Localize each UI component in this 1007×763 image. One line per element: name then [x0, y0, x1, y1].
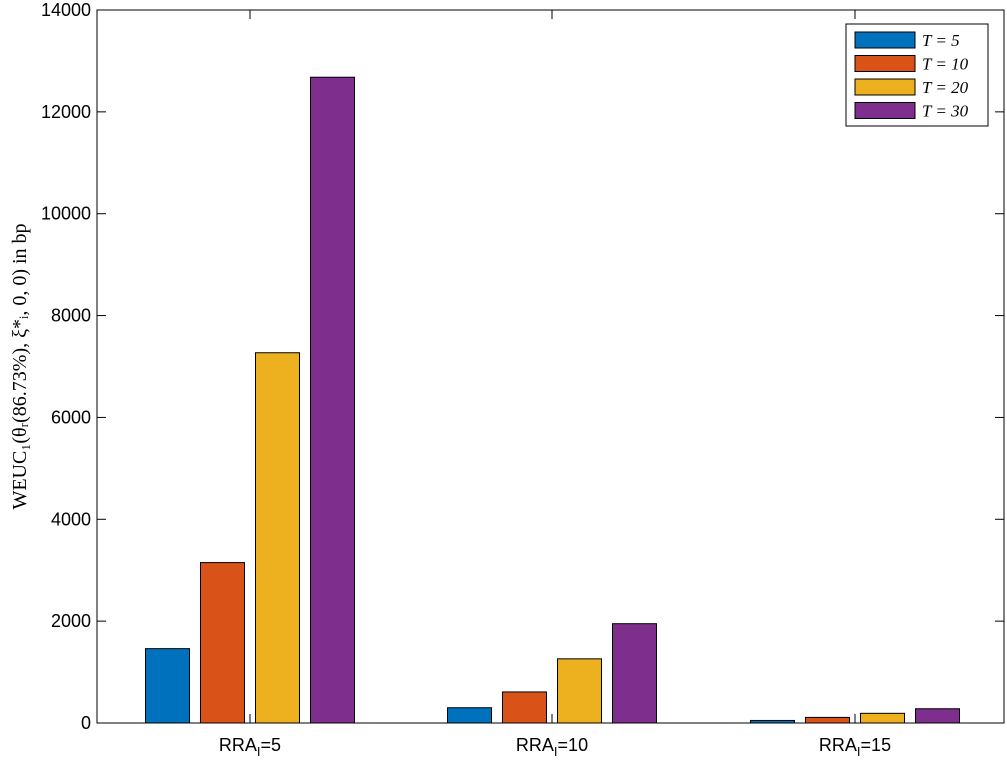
legend-label: T = 20	[922, 78, 969, 97]
bar-1-1	[145, 648, 190, 724]
legend: T = 5 T = 10 T = 20 T = 30	[845, 23, 989, 127]
x-tick-label: RRAI=10	[516, 735, 588, 759]
legend-swatch	[854, 31, 916, 49]
legend-label: T = 10	[922, 55, 969, 74]
bar-3-2	[557, 658, 602, 724]
legend-label: T = 30	[922, 102, 969, 121]
y-tick-label: 2000	[51, 611, 91, 631]
legend-swatch	[854, 102, 916, 119]
axes-box	[96, 9, 1005, 724]
bar-1-2	[447, 707, 492, 724]
y-tick-label: 4000	[51, 509, 91, 529]
x-tick-label: RRAI=15	[819, 735, 891, 759]
y-tick-label: 10000	[41, 204, 91, 224]
bar-4-1	[310, 76, 355, 724]
y-tick-label: 14000	[41, 0, 91, 20]
bar-2-1	[200, 562, 245, 724]
y-tick-label: 6000	[51, 407, 91, 427]
bar-2-2	[502, 691, 547, 724]
bar-3-3	[860, 712, 905, 724]
y-tick-label: 12000	[41, 102, 91, 122]
bar-4-3	[915, 708, 960, 724]
x-tick-label: RRAI=5	[219, 735, 281, 759]
legend-swatch	[854, 55, 916, 72]
bars-layer	[145, 76, 960, 724]
bar-4-2	[612, 623, 657, 724]
y-tick-label: 0	[81, 713, 91, 733]
bar-2-3	[805, 716, 850, 724]
y-axis-label: WEUC₁(θᵣ(86.73%), ξ*ᵢ, 0, 0) in bp	[9, 223, 31, 509]
bar-3-1	[255, 352, 300, 724]
y-tick-label: 8000	[51, 306, 91, 326]
legend-label: T = 5	[922, 31, 960, 50]
legend-swatch	[854, 78, 916, 96]
y-axis-ticks: 0 2000 4000 6000 8000 10000 12000 14000	[41, 0, 1004, 733]
x-axis-ticks: RRAI=5 RRAI=10 RRAI=15	[219, 10, 891, 759]
